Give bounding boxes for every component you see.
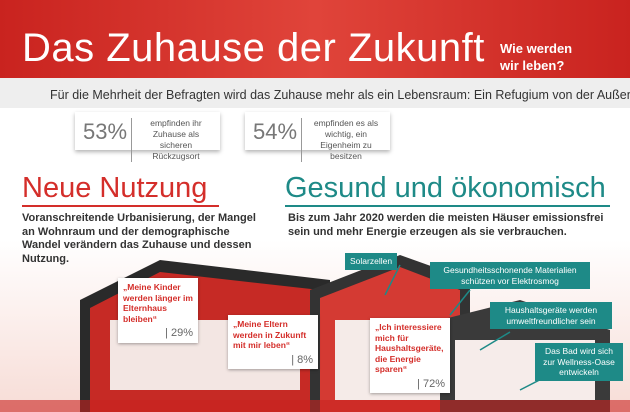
section-heading: Neue Nutzung	[22, 172, 220, 207]
intro: Für die Mehrheit der Befragten wird das …	[50, 88, 630, 102]
quote: „Meine Eltern werden in Zukunft mit mir …	[233, 319, 307, 350]
feature-label: Gesundheitsschonende Materialien schütze…	[430, 262, 590, 289]
stat-value: 54%	[253, 119, 298, 144]
banner	[0, 0, 630, 78]
intro-band	[0, 78, 630, 108]
stat-box: 54% empfinden es als wichtig, ein Eigenh…	[245, 112, 390, 162]
section-text: Voranschreitende Urbanisierung, der Mang…	[22, 212, 256, 265]
quote: „Meine Kinder werden länger im Elternhau…	[123, 282, 193, 324]
stat-value: 53%	[83, 119, 128, 144]
section-text: Bis zum Jahr 2020 werden die meisten Häu…	[288, 212, 604, 238]
stat-text: empfinden es als wichtig, ein Eigenheim …	[301, 118, 386, 162]
tagline: Wie werden wir leben?	[500, 41, 573, 73]
quote-value: | 29%	[165, 327, 193, 339]
section-heading: Gesund und ökonomisch	[285, 172, 610, 207]
stat-text: empfinden ihr Zuhause als sicheren Rückz…	[131, 118, 216, 162]
feature-label: Solarzellen	[345, 253, 398, 270]
feature-label: Haushaltsgeräte werden umweltfreundliche…	[490, 302, 612, 329]
title: Das Zuhause der Zukunft	[22, 26, 485, 70]
quote: „Ich interessiere mich für Haushaltsgerä…	[375, 322, 444, 374]
quote-box: „Ich interessiere mich für Haushaltsgerä…	[370, 318, 450, 393]
feature-label: Das Bad wird sich zur Wellness-Oase entw…	[535, 343, 623, 381]
quote-value: | 8%	[291, 353, 313, 366]
quote-box: „Meine Kinder werden länger im Elternhau…	[118, 278, 198, 343]
quote-value: | 72%	[417, 377, 445, 390]
stat-box: 53% empfinden ihr Zuhause als sicheren R…	[75, 112, 220, 162]
quote-box: „Meine Eltern werden in Zukunft mit mir …	[228, 315, 318, 369]
